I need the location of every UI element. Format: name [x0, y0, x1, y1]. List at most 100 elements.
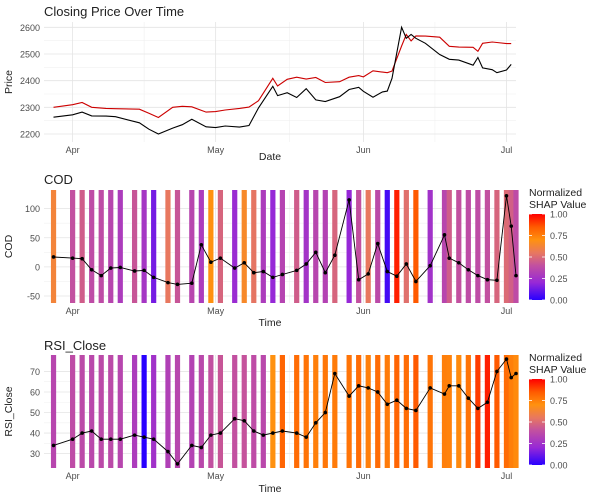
shap-band — [189, 190, 195, 303]
shap-band — [484, 190, 490, 303]
data-point — [395, 398, 399, 403]
data-point — [189, 281, 194, 285]
y-tick-label: -50 — [27, 292, 40, 302]
shap-band — [513, 355, 519, 468]
data-point — [447, 256, 452, 260]
legend-tick-label: 1.00 — [550, 210, 568, 220]
panel-2: COD -50 0 50 100 Apr May Jun Jul Time COD Normalize… — [3, 172, 587, 329]
y-tick-label: 2200 — [20, 130, 40, 140]
data-point — [261, 433, 266, 437]
data-point — [142, 268, 146, 273]
data-point — [356, 277, 361, 282]
shap-band — [365, 355, 371, 468]
shap-band — [217, 190, 224, 303]
data-point — [280, 429, 285, 433]
shap-band — [117, 190, 123, 303]
y-tick-label: 50 — [30, 233, 40, 243]
y-axis-label: COD — [3, 234, 15, 258]
data-point — [366, 386, 371, 390]
y-tick-label: 100 — [25, 204, 40, 214]
data-point — [232, 416, 237, 421]
data-point — [366, 272, 371, 276]
data-point — [151, 437, 156, 442]
shap-band — [108, 355, 114, 468]
data-point — [333, 371, 337, 376]
data-point — [495, 278, 499, 283]
data-point — [375, 241, 380, 246]
legend-tick-label: 0.25 — [550, 274, 568, 284]
data-point — [89, 429, 94, 433]
legend-colorbar — [529, 379, 545, 465]
y-tick-label: 2500 — [20, 50, 40, 60]
data-point — [118, 437, 123, 442]
x-axis-label: Date — [259, 151, 281, 163]
data-point — [485, 277, 490, 282]
shap-band — [513, 190, 519, 303]
shap-band — [403, 190, 409, 303]
shap-band — [427, 355, 433, 468]
data-point — [51, 255, 56, 259]
data-point — [280, 272, 285, 277]
shap-band — [322, 190, 328, 303]
data-point — [271, 275, 275, 280]
data-point — [80, 256, 84, 261]
shap-band — [384, 355, 390, 468]
data-point — [151, 275, 156, 280]
panel-title: RSI_Close — [44, 338, 106, 353]
shap-band — [346, 355, 352, 468]
shap-band — [141, 355, 147, 468]
shap-band — [494, 355, 500, 468]
shap-band — [356, 355, 362, 468]
data-point — [99, 437, 104, 442]
y-tick-label: 40 — [30, 429, 40, 439]
shap-band — [198, 355, 204, 468]
x-tick-label: May — [207, 471, 225, 481]
data-point — [304, 262, 309, 266]
x-tick-label: May — [207, 306, 225, 316]
data-point — [385, 402, 390, 407]
data-point — [199, 445, 204, 450]
shap-band — [208, 355, 214, 468]
series-line-2 — [53, 25, 512, 135]
shap-band — [303, 355, 309, 468]
series-line-1 — [53, 33, 512, 119]
shap-band — [484, 355, 490, 468]
data-point — [466, 267, 471, 272]
data-point — [323, 410, 328, 415]
shap-band — [241, 355, 247, 468]
data-point — [323, 270, 328, 275]
shap-band — [108, 190, 114, 303]
shap-band — [251, 190, 257, 303]
data-point — [375, 390, 380, 394]
data-point — [261, 269, 266, 274]
shap-band — [413, 190, 419, 303]
data-point — [509, 224, 514, 228]
x-tick-label: Jul — [501, 471, 513, 481]
shap-band — [151, 190, 157, 303]
data-point — [356, 384, 361, 388]
shap-band — [241, 190, 247, 303]
data-point — [218, 431, 223, 435]
data-point — [166, 280, 170, 285]
shap-band — [475, 355, 481, 468]
data-point — [108, 437, 113, 442]
data-point — [347, 198, 351, 202]
legend-colorbar — [529, 214, 545, 300]
data-point — [251, 429, 256, 433]
data-point — [313, 421, 318, 425]
shap-band — [346, 190, 352, 303]
shap-band — [232, 355, 238, 468]
data-point — [504, 194, 509, 198]
shap-band — [165, 355, 171, 468]
data-point — [209, 260, 213, 265]
panel-1: Closing Price Over Time 2200 2300 2400 2500 2… — [3, 4, 516, 163]
data-point — [166, 449, 170, 454]
data-point — [99, 273, 104, 278]
data-point — [80, 431, 84, 435]
data-point — [442, 392, 447, 396]
shap-band — [294, 190, 300, 303]
shap-band — [189, 355, 195, 468]
shap-band — [70, 190, 76, 303]
data-point — [251, 270, 256, 275]
y-axis-label: Price — [3, 70, 15, 94]
